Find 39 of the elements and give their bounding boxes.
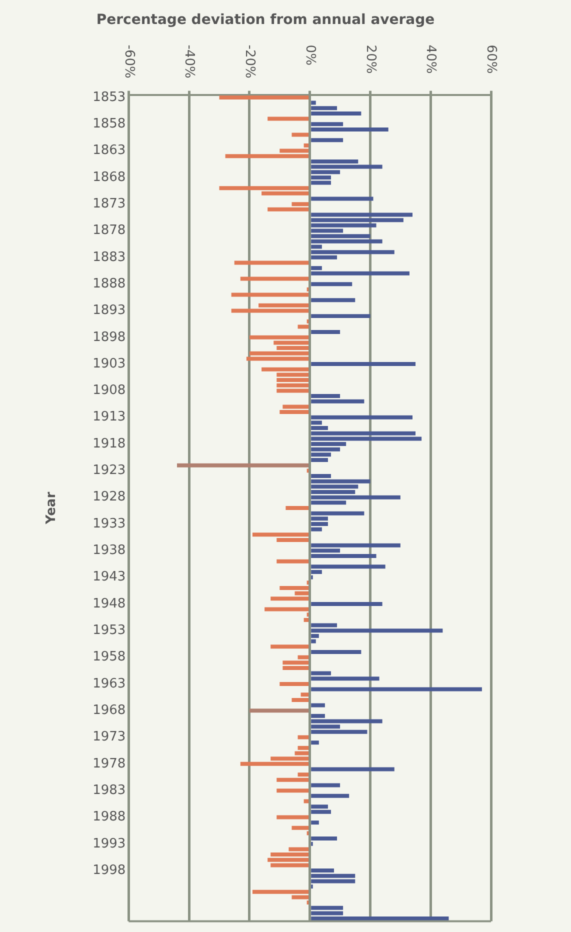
x-tick-label: 0% xyxy=(302,44,318,66)
y-tick-label: 1978 xyxy=(92,756,126,772)
y-tick-label: 1888 xyxy=(92,276,126,292)
x-tick-label: 40% xyxy=(423,44,438,74)
y-tick-label: 1853 xyxy=(92,90,126,105)
x-tick-label: -20% xyxy=(242,44,258,78)
y-tick-label: 1938 xyxy=(92,543,126,558)
y-tick-label: 1893 xyxy=(92,303,126,318)
x-tick-label: 20% xyxy=(362,44,378,74)
y-tick-label: 1968 xyxy=(92,702,126,718)
y-tick-label: 1928 xyxy=(92,490,126,505)
y-tick-label: 1908 xyxy=(92,383,126,398)
y-tick-label: 1998 xyxy=(92,862,126,878)
y-tick-label: 1883 xyxy=(92,250,126,265)
y-tick-label: 1993 xyxy=(92,836,126,852)
y-tick-label: 1858 xyxy=(92,116,126,132)
x-tick-label: 60% xyxy=(484,44,499,74)
y-tick-label: 1963 xyxy=(92,676,126,692)
y-tick-label: 1983 xyxy=(92,782,126,798)
y-tick-label: 1948 xyxy=(92,596,126,612)
y-tick-label: 1988 xyxy=(92,810,126,825)
chart-title: Percentage deviation from annual average xyxy=(96,12,435,28)
x-tick-label: -40% xyxy=(182,44,197,78)
y-tick-label: 1863 xyxy=(92,143,126,158)
y-tick-label: 1933 xyxy=(92,516,126,532)
y-tick-label: 1973 xyxy=(92,730,126,745)
y-tick-label: 1943 xyxy=(92,570,126,585)
y-tick-label: 1923 xyxy=(92,463,126,478)
x-tick-label: -60% xyxy=(121,44,136,78)
y-tick-label: 1903 xyxy=(92,356,126,372)
y-tick-label: 1898 xyxy=(92,330,126,345)
y-tick-label: 1913 xyxy=(92,410,126,425)
y-tick-label: 1868 xyxy=(92,170,126,185)
y-tick-label: 1953 xyxy=(92,623,126,638)
y-tick-label: 1873 xyxy=(92,196,126,212)
y-tick-label: 1878 xyxy=(92,223,126,238)
y-axis-title: Year xyxy=(44,491,60,526)
y-tick-label: 1958 xyxy=(92,650,126,665)
y-tick-label: 1918 xyxy=(92,436,126,452)
